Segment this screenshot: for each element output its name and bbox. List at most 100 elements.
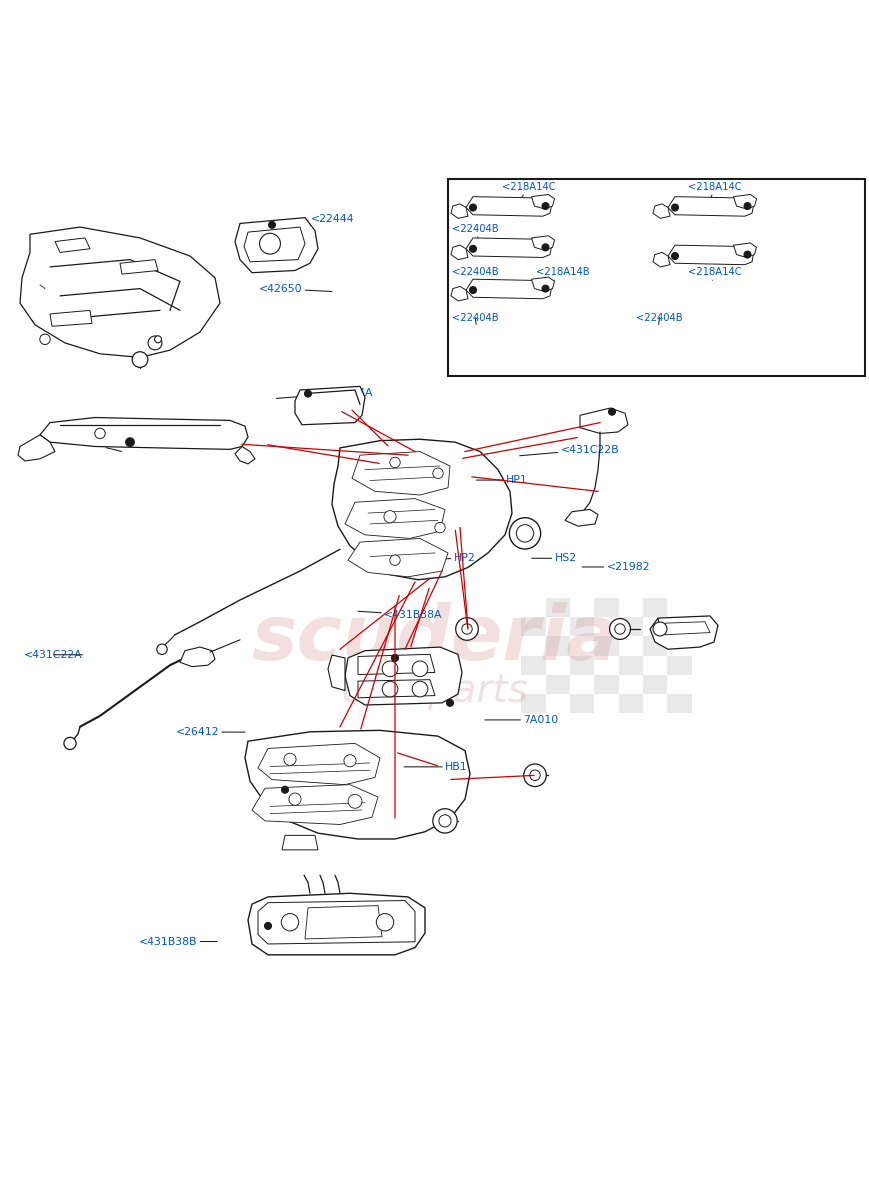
- Bar: [521, 694, 546, 713]
- Circle shape: [412, 682, 428, 697]
- Polygon shape: [180, 647, 215, 667]
- Circle shape: [542, 244, 549, 251]
- Polygon shape: [305, 906, 382, 938]
- Polygon shape: [451, 245, 468, 259]
- Bar: [594, 636, 619, 655]
- Polygon shape: [532, 194, 554, 209]
- Polygon shape: [668, 245, 753, 265]
- Polygon shape: [733, 194, 757, 209]
- Bar: [667, 655, 692, 674]
- Polygon shape: [653, 252, 670, 266]
- Circle shape: [382, 682, 398, 697]
- Circle shape: [64, 737, 76, 750]
- Text: HS2: HS2: [532, 553, 576, 563]
- Bar: [546, 599, 570, 617]
- Circle shape: [672, 204, 679, 211]
- Circle shape: [269, 222, 275, 228]
- Polygon shape: [650, 616, 718, 649]
- Circle shape: [469, 287, 476, 294]
- Polygon shape: [352, 451, 450, 494]
- Text: <42650: <42650: [259, 284, 332, 294]
- Circle shape: [530, 770, 541, 780]
- Text: <218A14C: <218A14C: [688, 182, 742, 198]
- Circle shape: [542, 286, 549, 292]
- Polygon shape: [245, 731, 470, 839]
- Circle shape: [156, 644, 167, 654]
- Circle shape: [282, 786, 289, 793]
- Circle shape: [289, 793, 301, 805]
- Text: <224N02: <224N02: [33, 236, 109, 252]
- Bar: [619, 655, 643, 674]
- Polygon shape: [332, 439, 512, 580]
- Circle shape: [672, 252, 679, 259]
- Text: <218A14B: <218A14B: [536, 268, 590, 281]
- Text: <218A14C: <218A14C: [688, 268, 742, 281]
- Bar: [448, 179, 865, 376]
- Circle shape: [264, 923, 271, 929]
- Polygon shape: [252, 785, 378, 824]
- Polygon shape: [40, 418, 248, 449]
- Circle shape: [542, 203, 549, 210]
- Text: <26412: <26412: [176, 727, 245, 737]
- Text: <22404B: <22404B: [636, 312, 683, 324]
- Text: <22404B: <22404B: [452, 224, 499, 238]
- Text: <218A14A: <218A14A: [276, 388, 373, 398]
- Polygon shape: [20, 227, 220, 358]
- Bar: [594, 674, 619, 694]
- Polygon shape: [466, 197, 552, 216]
- Text: 7A010: 7A010: [485, 715, 559, 725]
- Polygon shape: [451, 287, 468, 301]
- Circle shape: [608, 408, 615, 415]
- Text: <431B38B: <431B38B: [139, 936, 217, 947]
- Circle shape: [376, 913, 394, 931]
- Polygon shape: [282, 835, 318, 850]
- Polygon shape: [244, 227, 305, 262]
- Polygon shape: [665, 622, 710, 635]
- Bar: [667, 617, 692, 636]
- Circle shape: [433, 468, 443, 479]
- Circle shape: [744, 251, 751, 258]
- Polygon shape: [733, 242, 757, 258]
- Text: <431C22B: <431C22B: [520, 445, 619, 456]
- Text: <431C22A: <431C22A: [24, 649, 83, 660]
- Polygon shape: [653, 204, 670, 218]
- Polygon shape: [50, 311, 92, 326]
- Circle shape: [433, 809, 457, 833]
- Text: <22404A: <22404A: [52, 436, 122, 451]
- Bar: [570, 617, 594, 636]
- Bar: [643, 599, 667, 617]
- Polygon shape: [258, 900, 415, 944]
- Circle shape: [132, 352, 148, 367]
- Text: <218A14C: <218A14C: [502, 182, 556, 198]
- Circle shape: [469, 245, 476, 252]
- Text: <21982: <21982: [582, 562, 650, 572]
- Text: HS1: HS1: [89, 312, 137, 326]
- Circle shape: [260, 233, 281, 254]
- Polygon shape: [565, 510, 598, 526]
- Circle shape: [344, 755, 356, 767]
- Polygon shape: [248, 893, 425, 955]
- Circle shape: [653, 622, 667, 636]
- Text: car  parts: car parts: [342, 672, 527, 710]
- Polygon shape: [258, 743, 380, 785]
- Circle shape: [348, 794, 362, 809]
- Circle shape: [447, 700, 454, 707]
- Circle shape: [509, 517, 541, 550]
- Polygon shape: [532, 235, 554, 251]
- Circle shape: [412, 661, 428, 677]
- Bar: [546, 674, 570, 694]
- Circle shape: [744, 203, 751, 210]
- Text: <22404B: <22404B: [452, 268, 499, 281]
- Polygon shape: [235, 446, 255, 464]
- Bar: [667, 694, 692, 713]
- Polygon shape: [295, 386, 365, 425]
- Circle shape: [382, 661, 398, 677]
- Circle shape: [614, 624, 625, 634]
- Bar: [546, 636, 570, 655]
- Bar: [521, 655, 546, 674]
- Circle shape: [95, 428, 105, 439]
- Polygon shape: [345, 647, 462, 706]
- Polygon shape: [532, 277, 554, 292]
- Bar: [619, 617, 643, 636]
- Circle shape: [461, 624, 472, 634]
